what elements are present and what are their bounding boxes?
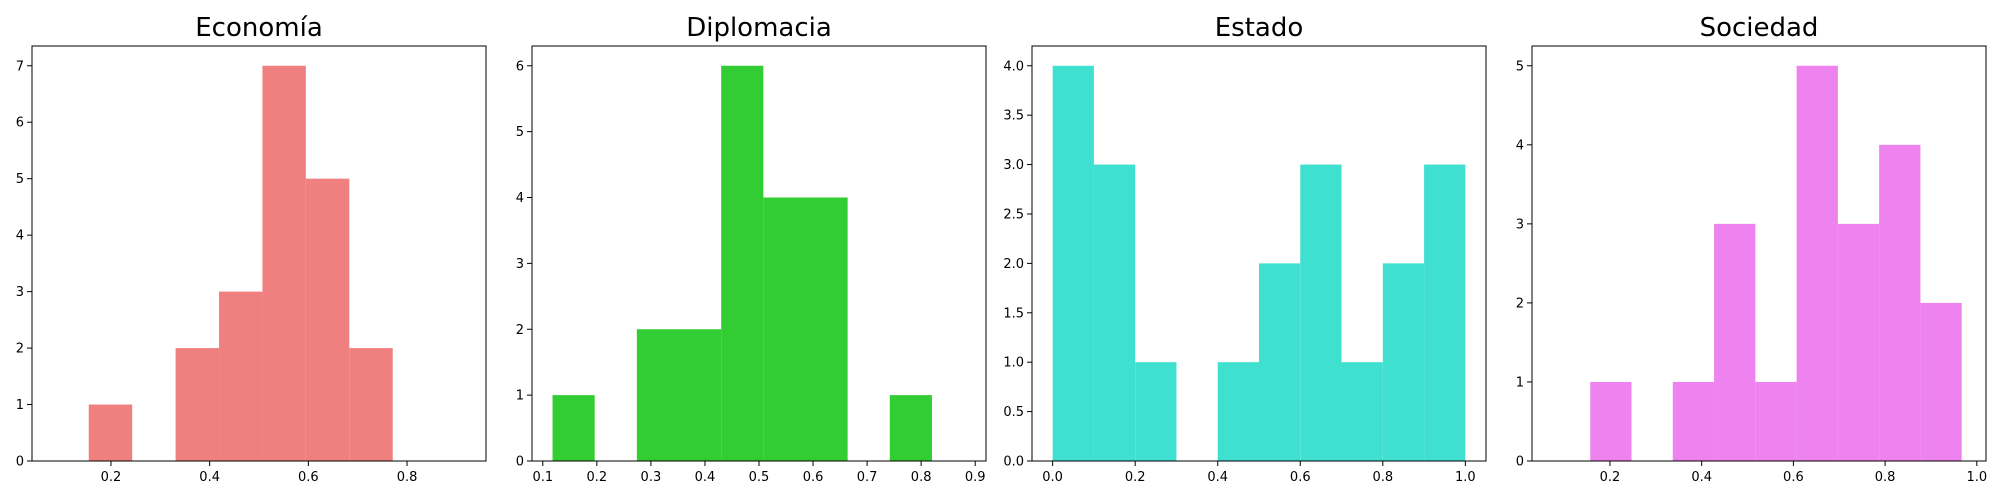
y-tick-label: 4.0 <box>1003 59 1024 74</box>
x-tick-label: 0.4 <box>199 470 220 485</box>
histogram-bar <box>1755 381 1797 461</box>
histogram-bar <box>1837 223 1880 461</box>
histogram-bar <box>88 404 133 461</box>
histogram-bar <box>1135 362 1177 461</box>
y-tick-label: 0 <box>516 455 524 470</box>
y-tick-label: 3.5 <box>1003 109 1024 124</box>
panel-title: Diplomacia <box>686 13 832 43</box>
histogram-bar <box>805 197 848 461</box>
x-tick-label: 0.6 <box>1290 470 1311 485</box>
histogram-bar <box>1714 223 1756 461</box>
x-tick-label: 0.6 <box>803 470 824 485</box>
histogram-bar <box>636 329 680 461</box>
histogram-bar <box>1217 362 1259 461</box>
y-tick-label: 1.5 <box>1003 306 1024 321</box>
histogram-bar <box>1879 144 1921 462</box>
x-tick-label: 0.8 <box>911 470 932 485</box>
y-tick-label: 1 <box>516 389 524 404</box>
y-tick-label: 4 <box>1516 138 1524 153</box>
histogram-bar <box>1300 164 1342 462</box>
x-tick-label: 0.2 <box>587 470 608 485</box>
x-tick-label: 0.7 <box>857 470 878 485</box>
histogram-bar <box>763 197 806 461</box>
y-tick-label: 1.0 <box>1003 356 1024 371</box>
histogram-bar <box>1424 164 1466 462</box>
histogram-bar <box>721 65 764 461</box>
y-tick-label: 2.0 <box>1003 257 1024 272</box>
histogram-bar <box>552 395 595 461</box>
y-tick-label: 3.0 <box>1003 158 1024 173</box>
panel-title: Estado <box>1215 13 1304 43</box>
x-tick-label: 0.6 <box>298 470 319 485</box>
histogram-bar <box>305 178 350 461</box>
x-tick-label: 1.0 <box>1966 470 1987 485</box>
x-tick-label: 0.2 <box>1125 470 1146 485</box>
y-tick-label: 1 <box>1516 375 1524 390</box>
axes-frame <box>31 45 487 462</box>
y-tick-label: 0 <box>1516 455 1524 470</box>
x-tick-label: 0.1 <box>532 470 553 485</box>
x-tick-label: 1.0 <box>1455 470 1476 485</box>
x-tick-label: 0.4 <box>1691 470 1712 485</box>
y-tick-label: 3 <box>1516 217 1524 232</box>
histogram-bar <box>1093 164 1136 462</box>
x-tick-label: 0.8 <box>1372 470 1393 485</box>
y-tick-label: 2.5 <box>1003 207 1024 222</box>
y-tick-label: 3 <box>516 257 524 272</box>
panel-title: Economía <box>195 13 323 43</box>
x-tick-label: 0.0 <box>1042 470 1063 485</box>
histogram-bar <box>679 329 722 461</box>
x-tick-label: 0.2 <box>101 470 122 485</box>
histogram-bar <box>1672 381 1715 461</box>
y-tick-label: 4 <box>16 229 24 244</box>
y-tick-label: 6 <box>16 116 24 131</box>
x-tick-label: 0.3 <box>641 470 662 485</box>
x-tick-label: 0.5 <box>749 470 770 485</box>
x-tick-label: 0.4 <box>695 470 716 485</box>
y-tick-label: 0 <box>16 455 24 470</box>
y-tick-label: 0.5 <box>1003 405 1024 420</box>
histogram-bar <box>1590 381 1632 461</box>
y-tick-label: 2 <box>16 342 24 357</box>
histogram-bar <box>1259 263 1301 461</box>
histogram-panel-sociedad: 0.2 0.4 0.6 0.8 1.0 0 1 2 3 4 5 Sociedad <box>1516 13 1987 485</box>
x-tick-label: 0.6 <box>1783 470 1804 485</box>
y-tick-label: 0.0 <box>1003 455 1024 470</box>
y-tick-label: 2 <box>516 323 524 338</box>
y-tick-label: 1 <box>16 398 24 413</box>
x-tick-label: 0.9 <box>965 470 986 485</box>
histogram-bar <box>1796 65 1838 461</box>
histogram-panel-estado: 0.0 0.2 0.4 0.6 0.8 1.0 0.0 0.5 1.0 1.5 2.0 2.5 3.0 3… <box>1003 13 1487 485</box>
axes-frame <box>1531 45 1987 462</box>
x-tick-label: 0.8 <box>1875 470 1896 485</box>
y-tick-label: 3 <box>16 285 24 300</box>
histogram-bar <box>1341 362 1383 461</box>
histogram-bar <box>175 348 220 461</box>
histogram-bar <box>219 291 263 461</box>
y-tick-label: 6 <box>516 59 524 74</box>
x-tick-label: 0.2 <box>1600 470 1621 485</box>
y-tick-label: 7 <box>16 59 24 74</box>
y-tick-label: 4 <box>516 191 524 206</box>
x-tick-label: 0.4 <box>1207 470 1228 485</box>
histogram-bar <box>1052 65 1094 461</box>
histogram-panel-economía: 0.2 0.4 0.6 0.8 0 1 2 3 4 5 6 7 Economía <box>16 13 487 485</box>
panel-title: Sociedad <box>1700 13 1819 43</box>
histogram-bar <box>349 348 393 461</box>
y-tick-label: 2 <box>1516 296 1524 311</box>
histogram-bar <box>262 65 306 461</box>
y-tick-label: 5 <box>1516 59 1524 74</box>
y-tick-label: 5 <box>516 125 524 140</box>
histogram-bar <box>1382 263 1425 461</box>
x-tick-label: 0.8 <box>397 470 418 485</box>
axes-frame <box>1031 45 1487 462</box>
y-tick-label: 5 <box>16 172 24 187</box>
histogram-bar <box>889 395 932 461</box>
histogram-bar <box>1920 302 1962 461</box>
histogram-panel-diplomacia: 0.1 0.2 0.3 0.4 0.5 0.6 0.7 0.8 0.9 0 1 2 3 4 5 6 Diplom… <box>516 13 987 485</box>
